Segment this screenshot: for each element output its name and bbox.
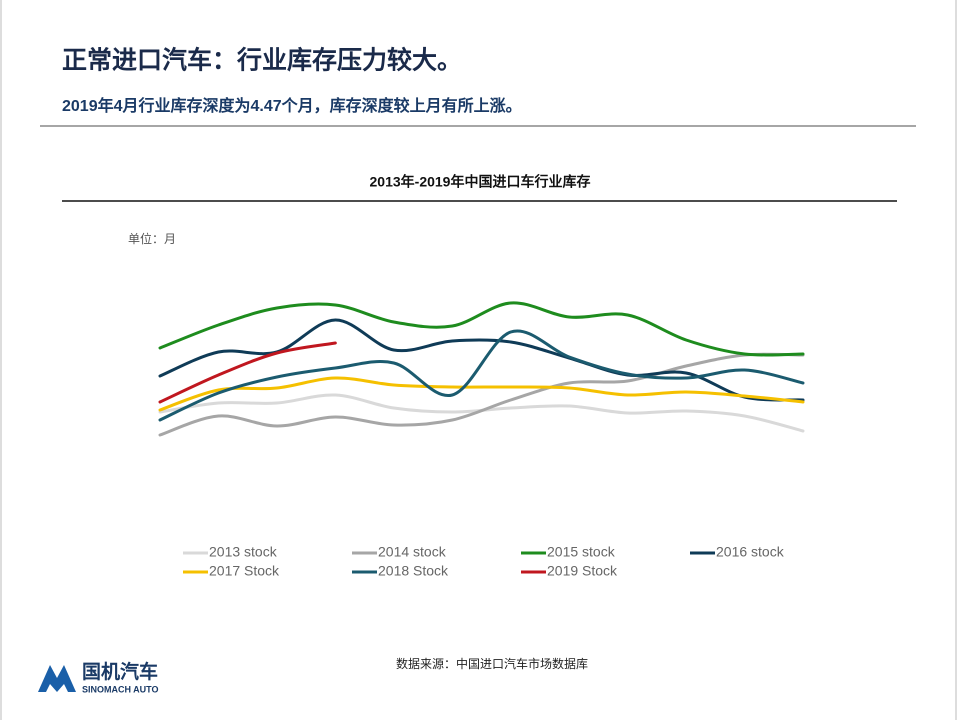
- legend-label: 2017 Stock: [209, 563, 280, 579]
- chart-title: 2013年-2019年中国进口车行业库存: [370, 174, 591, 190]
- series-line: [158, 329, 805, 422]
- slide-title: 正常进口汽车：行业库存压力较大。: [62, 46, 462, 75]
- logo-name: 国机汽车: [82, 660, 158, 683]
- legend-label: 2016 stock: [716, 544, 785, 560]
- unit-label: 单位：月: [128, 231, 176, 246]
- series-line: [158, 393, 805, 433]
- logo: 国机汽车 SINOMACH AUTO: [38, 660, 159, 694]
- series-line: [158, 301, 805, 357]
- legend-label: 2014 stock: [378, 544, 447, 560]
- legend-label: 2015 stock: [547, 544, 616, 560]
- logo-icon: [38, 665, 76, 692]
- series-line: [158, 352, 805, 437]
- logo-sub: SINOMACH AUTO: [82, 684, 159, 694]
- source: 数据来源：中国进口汽车市场数据库: [396, 656, 588, 671]
- legend-label: 2013 stock: [209, 544, 278, 560]
- series-line: [158, 376, 805, 412]
- legend-label: 2019 Stock: [547, 563, 618, 579]
- slide-subtitle: 2019年4月行业库存深度为4.47个月，库存深度较上月有所上涨。: [62, 96, 522, 115]
- series-line: [158, 341, 337, 404]
- legend-label: 2018 Stock: [378, 563, 449, 579]
